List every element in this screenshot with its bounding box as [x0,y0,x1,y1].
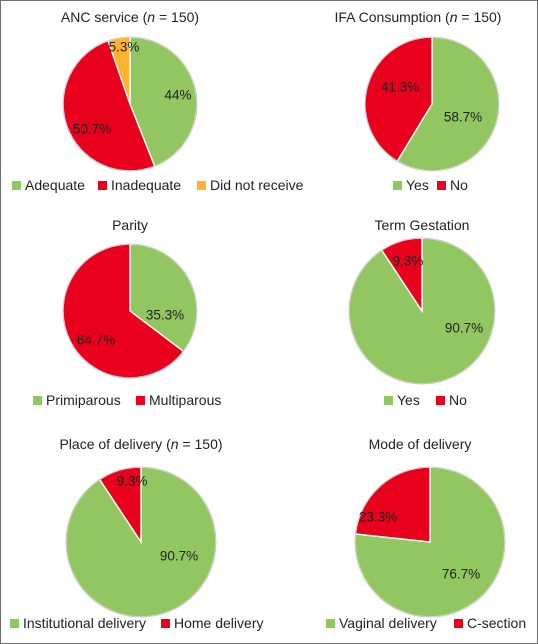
pie-chart-6: Mode of delivery 76.7% 23.3% Vaginal delive… [326,436,526,631]
data-label: 23.3% [359,510,397,525]
data-label: 35.3% [146,308,184,323]
pie-outline [354,466,506,618]
data-label: 50.7% [73,122,111,137]
legend-label: C-section [467,615,526,631]
pie-outline [62,36,198,172]
legend-swatch [10,619,19,628]
legend-label: Adequate [25,177,85,193]
chart-title: Place of delivery (n = 150) [59,436,222,452]
pie-chart-5: Place of delivery (n = 150) 90.7% 9.3% Inst… [10,436,263,631]
pie-chart-4: Term Gestation 90.7% 9.3% Yes No [348,217,496,408]
legend-swatch [326,619,335,628]
legend-label: Primiparous [46,392,121,408]
data-label: 9.3% [117,474,148,489]
legend-swatch [161,619,170,628]
chart-title: Mode of delivery [369,436,472,452]
data-label: 90.7% [160,549,198,564]
pie-chart-2: IFA Consumption (n = 150) 58.7% 41.3% Yes No [335,9,502,193]
legend-swatch [393,181,402,190]
data-label: 41.3% [381,80,419,95]
data-label: 9.3% [393,254,424,269]
legend-label: Yes [406,177,429,193]
data-label: 58.7% [444,110,482,125]
chart-title: ANC service (n = 150) [61,9,199,25]
data-label: 76.7% [442,567,480,582]
data-label: 64.7% [77,333,115,348]
legend-label: Did not receive [210,177,304,193]
legend-swatch [136,396,145,405]
legend-label: No [449,392,467,408]
legend-label: Multiparous [149,392,221,408]
pie-chart-3: Parity 35.3% 64.7% Primiparous Multiparous [33,217,221,408]
pie-outline [65,466,217,618]
legend-swatch [384,396,393,405]
legend-swatch [437,181,446,190]
chart-title: IFA Consumption (n = 150) [335,9,502,25]
pie-outline [348,237,496,385]
legend-swatch [98,181,107,190]
legend-label: No [450,177,468,193]
legend-label: Institutional delivery [23,615,146,631]
legend-label: Vaginal delivery [339,615,437,631]
legend-swatch [33,396,42,405]
legend-label: Yes [397,392,420,408]
legend-label: Home delivery [174,615,263,631]
legend-label: Inadequate [111,177,181,193]
pie-chart-1: ANC service (n = 150) 44% 50.7% 5.3% Adequat… [12,9,304,193]
pie-outline [62,243,198,379]
data-label: 90.7% [445,321,483,336]
chart-title: Parity [112,217,148,233]
legend-swatch [197,181,206,190]
legend-swatch [12,181,21,190]
pie-outline [364,36,500,172]
legend-swatch [436,396,445,405]
data-label: 5.3% [109,40,140,55]
data-label: 44% [164,88,191,103]
legend-swatch [454,619,463,628]
chart-title: Term Gestation [375,217,470,233]
pie-slice-c-section [354,466,431,543]
